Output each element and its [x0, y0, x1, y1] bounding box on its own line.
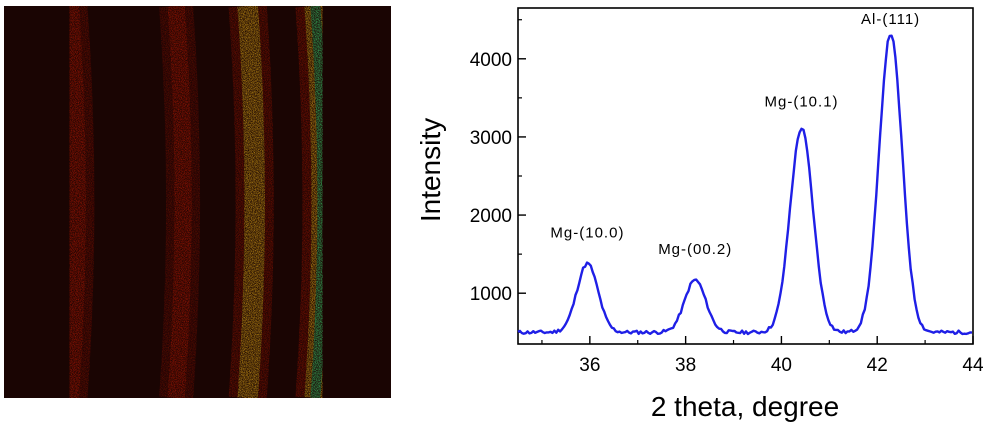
x-tick-label: 36 [579, 355, 600, 376]
diffraction-pattern-image [4, 6, 391, 398]
peak-label: Mg-(10.1) [765, 93, 839, 110]
xrd-intensity-line [517, 34, 973, 336]
diffraction-ring [237, 6, 265, 398]
diffraction-ring [167, 6, 192, 398]
peak-label: Mg-(10.0) [550, 225, 624, 242]
x-tick-label: 40 [771, 355, 792, 376]
xrd-chart: 36 38 40 42 44 1000 2000 3000 4000 Mg-(10.0) Mg-(… [415, 7, 984, 422]
y-tick-label: 1000 [470, 284, 512, 305]
peak-label: Mg-(00.2) [658, 241, 732, 258]
x-tick-label: 38 [675, 355, 696, 376]
diffraction-ring [60, 6, 86, 398]
y-tick-label: 2000 [470, 206, 512, 227]
y-tick-label: 3000 [470, 128, 512, 149]
y-tick-label: 4000 [470, 50, 512, 71]
y-axis-title: Intensity [415, 118, 446, 222]
peak-label: Al-(111) [861, 11, 920, 28]
x-tick-label: 44 [962, 355, 984, 376]
x-tick-label: 42 [867, 355, 888, 376]
x-axis-title: 2 theta, degree [651, 391, 839, 422]
diffraction-ring-core [310, 6, 328, 398]
